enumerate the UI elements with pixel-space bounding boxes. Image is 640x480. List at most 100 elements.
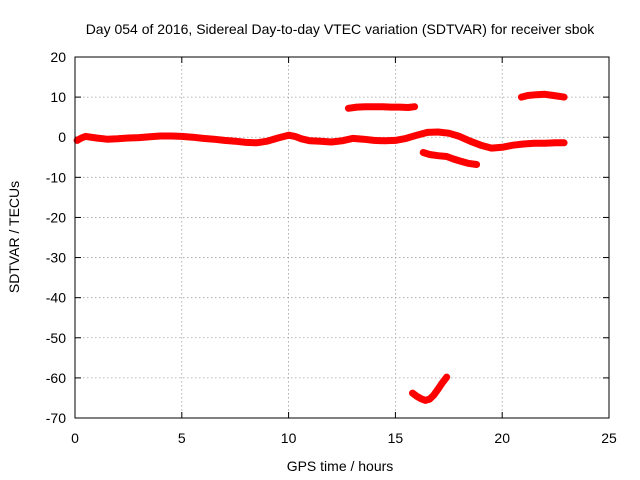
series-2 <box>517 90 568 101</box>
data-point <box>561 94 568 101</box>
y-tick-label: -10 <box>46 169 66 185</box>
x-tick-label: 15 <box>388 430 404 446</box>
data-point <box>157 133 164 140</box>
y-tick-label: -60 <box>46 370 66 386</box>
data-point <box>392 137 399 144</box>
data-point <box>426 396 433 403</box>
data-point <box>435 129 442 136</box>
y-tick-label: -30 <box>46 250 66 266</box>
data-point <box>552 139 559 146</box>
data-point <box>298 135 305 142</box>
data-point <box>422 397 429 404</box>
grid-lines <box>75 57 609 418</box>
data-point <box>360 136 367 143</box>
data-point <box>379 103 386 110</box>
series-1 <box>344 103 419 112</box>
data-point <box>520 141 527 148</box>
data-point <box>430 392 437 399</box>
data-point <box>403 135 410 142</box>
data-point <box>420 149 427 156</box>
x-axis-label: GPS time / hours <box>287 458 394 474</box>
data-point <box>200 135 207 142</box>
data-point <box>541 91 548 98</box>
data-point <box>306 137 313 144</box>
data-point <box>114 135 121 142</box>
data-point <box>353 104 360 111</box>
data-point <box>450 155 457 162</box>
y-tick-label: 20 <box>50 49 66 65</box>
x-tick-label: 25 <box>601 430 617 446</box>
data-point <box>518 94 525 101</box>
data-point <box>443 374 450 381</box>
data-point <box>362 103 369 110</box>
data-point <box>445 130 452 137</box>
data-points <box>73 90 568 404</box>
data-point <box>435 152 442 159</box>
data-point <box>396 104 403 111</box>
chart-title: Day 054 of 2016, Sidereal Day-to-day VTE… <box>86 21 596 37</box>
data-point <box>317 138 324 145</box>
x-tick-label: 10 <box>281 430 297 446</box>
data-point <box>443 153 450 160</box>
data-point <box>533 91 540 98</box>
y-tick-label: -40 <box>46 290 66 306</box>
y-tick-label: -20 <box>46 209 66 225</box>
data-point <box>388 104 395 111</box>
x-tick-label: 20 <box>494 430 510 446</box>
data-point <box>435 386 442 393</box>
data-point <box>467 138 474 145</box>
data-point <box>93 135 100 142</box>
data-point <box>405 104 412 111</box>
data-point <box>232 138 239 145</box>
data-point <box>253 139 260 146</box>
series-0 <box>73 128 568 152</box>
data-point <box>413 132 420 139</box>
data-point <box>339 137 345 144</box>
data-point <box>178 133 185 140</box>
y-tick-label: 0 <box>58 129 66 145</box>
data-point <box>285 132 292 139</box>
data-point <box>465 160 472 167</box>
data-point <box>345 105 352 112</box>
data-point <box>541 140 548 147</box>
data-point <box>456 133 463 140</box>
data-point <box>210 136 217 143</box>
y-tick-label: -50 <box>46 330 66 346</box>
data-point <box>456 157 463 164</box>
data-point <box>221 137 228 144</box>
series-3 <box>419 149 481 168</box>
data-point <box>189 134 196 141</box>
data-point <box>488 145 495 152</box>
data-point <box>274 135 281 142</box>
data-point <box>413 393 420 400</box>
data-point <box>78 135 85 142</box>
x-tick-label: 5 <box>178 430 186 446</box>
data-point <box>524 92 531 99</box>
data-point <box>409 390 416 397</box>
data-point <box>125 135 132 142</box>
data-point <box>439 379 446 386</box>
data-point <box>473 161 480 168</box>
data-point <box>82 133 89 140</box>
data-point <box>418 395 425 402</box>
x-axis-ticks: 0 5 10 15 20 25 <box>71 57 617 446</box>
data-point <box>242 139 249 146</box>
data-point <box>146 133 153 140</box>
data-point <box>381 137 388 144</box>
y-axis-ticks: 20 10 0 -10 -20 -30 -40 -50 -60 -70 <box>46 49 609 426</box>
data-point <box>264 138 271 145</box>
data-point <box>426 151 433 158</box>
plot-frame <box>74 56 610 419</box>
data-point <box>499 144 506 151</box>
data-point <box>371 137 378 144</box>
data-point <box>477 142 484 149</box>
data-point <box>328 139 335 146</box>
y-axis-label: SDTVAR / TECUs <box>6 181 22 293</box>
data-point <box>411 103 418 110</box>
data-point <box>424 129 431 136</box>
data-point <box>104 136 111 143</box>
data-point <box>550 92 557 99</box>
data-point <box>136 134 143 141</box>
data-point <box>371 103 378 110</box>
